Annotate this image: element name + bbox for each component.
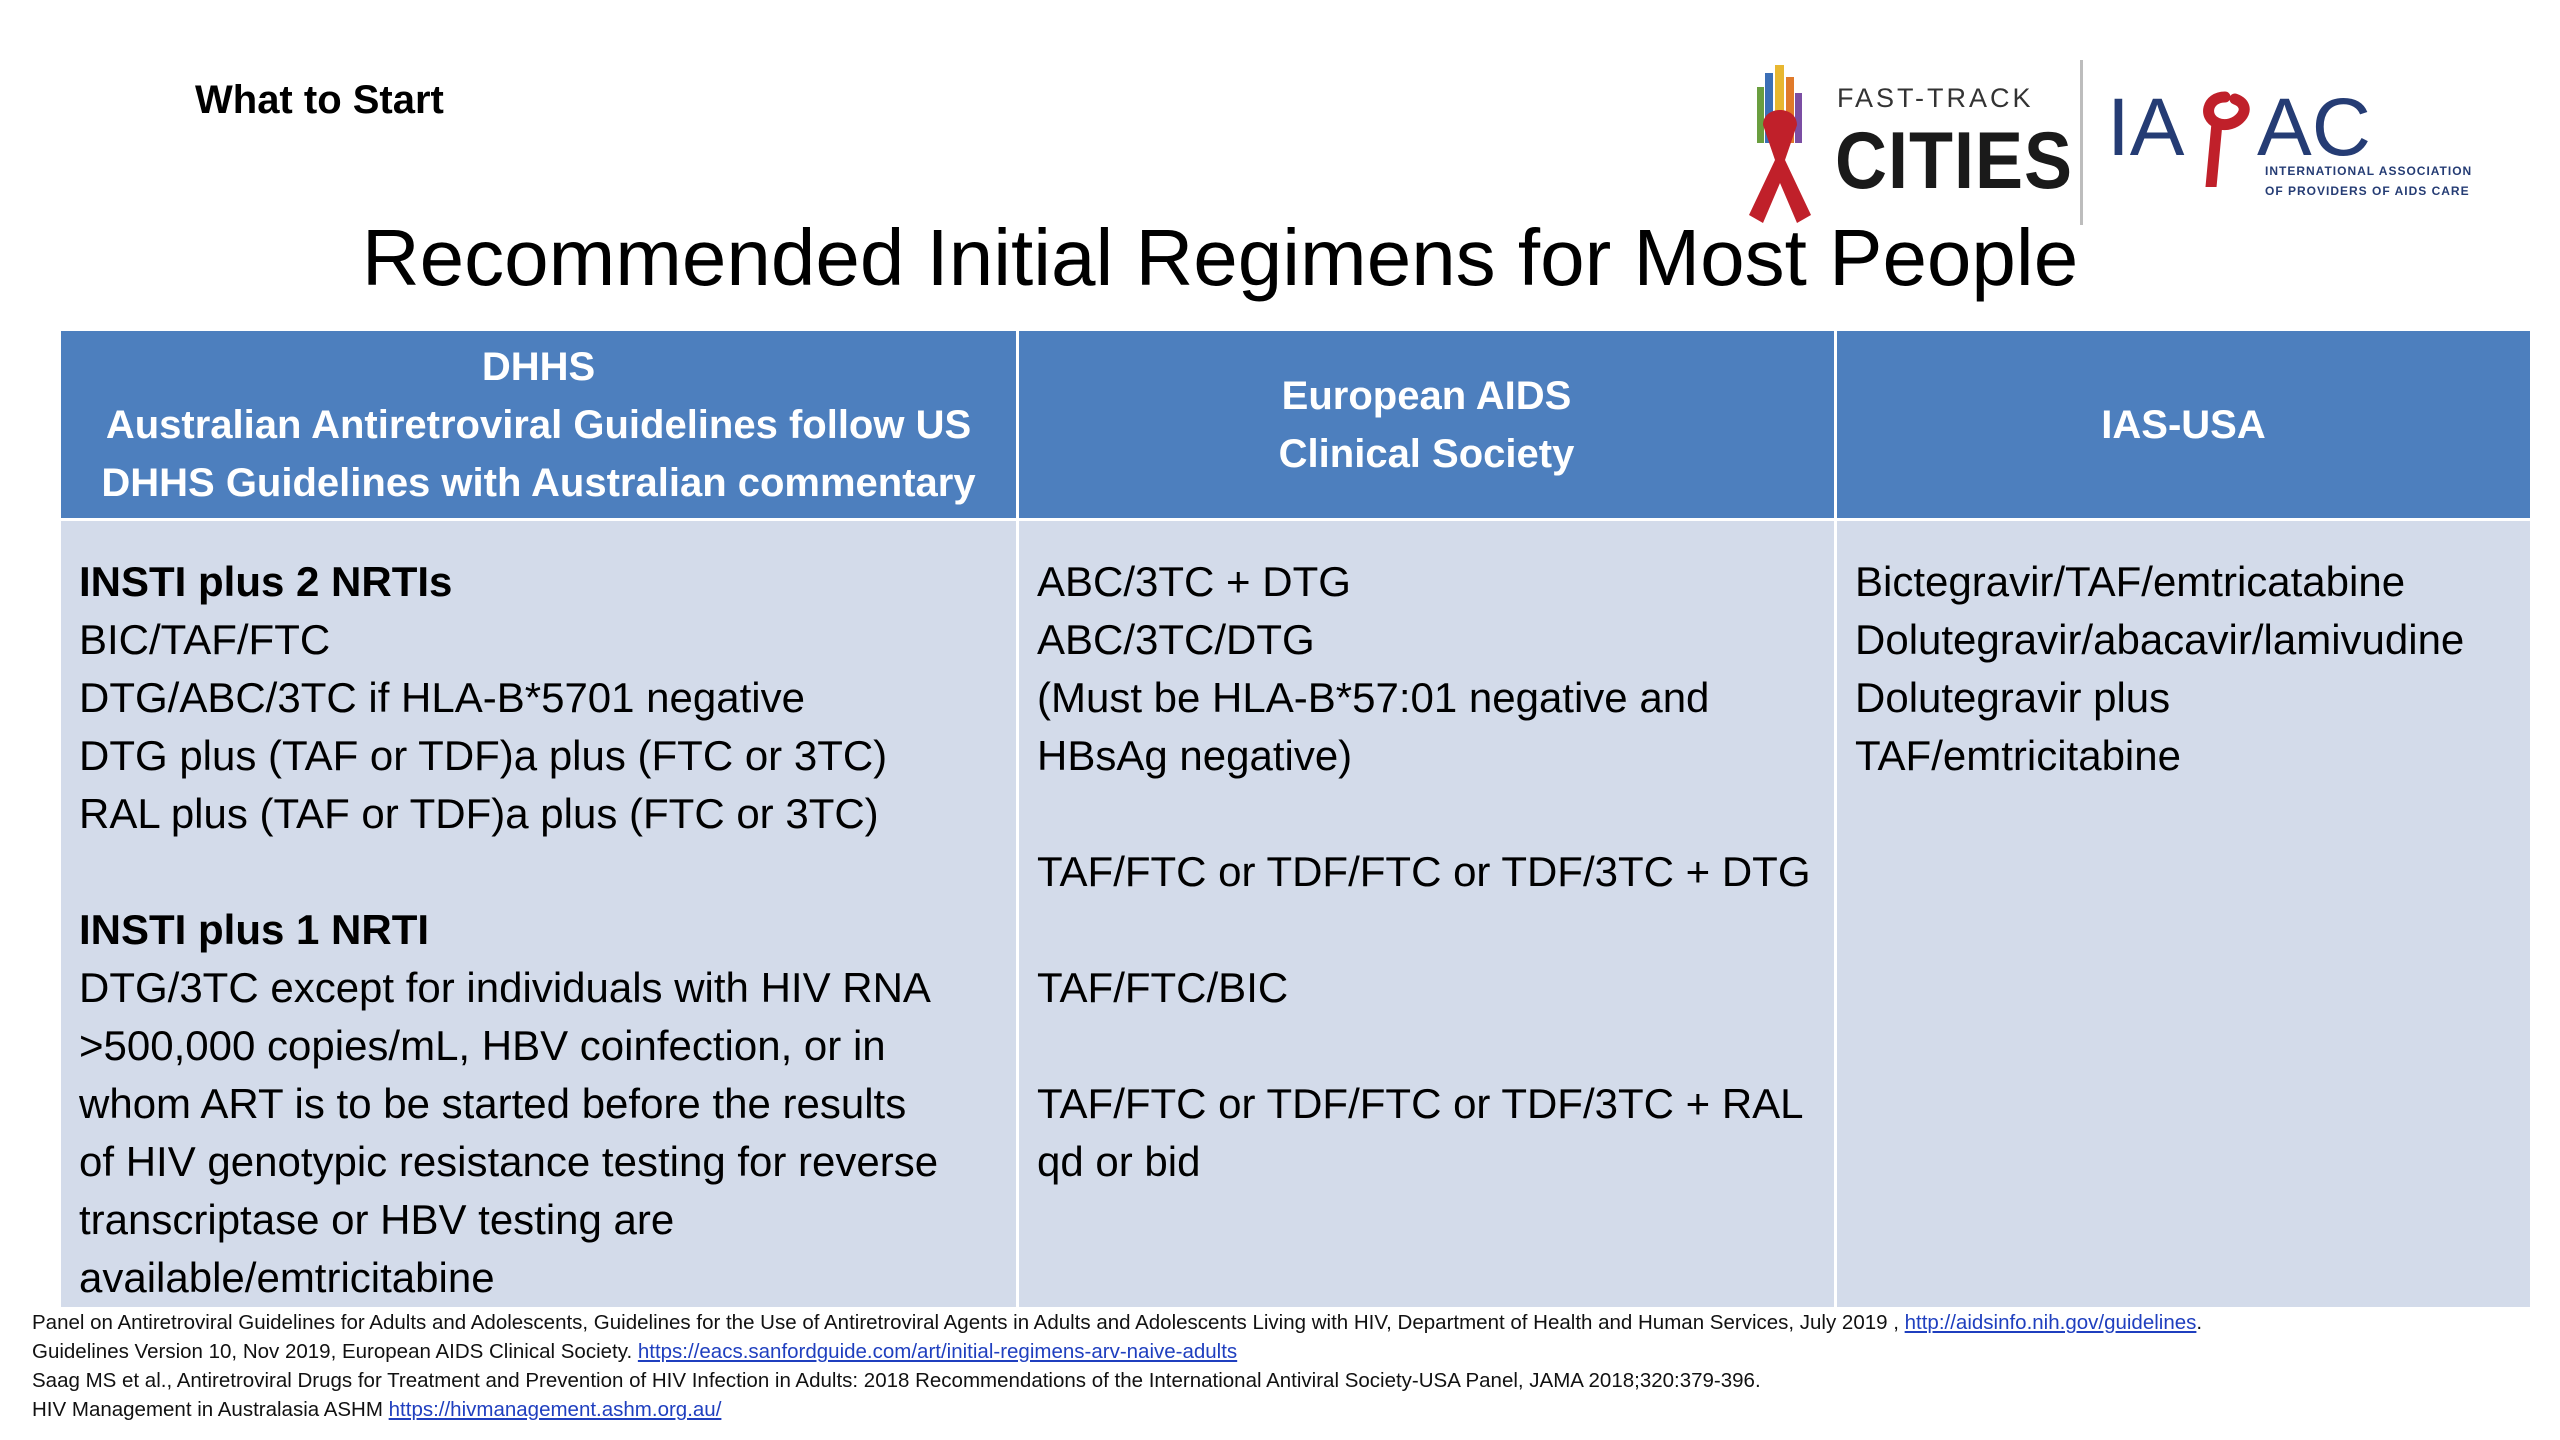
reference-dhhs-text: Panel on Antiretroviral Guidelines for A… xyxy=(32,1311,1899,1334)
table-header-row: DHHS Australian Antiretroviral Guideline… xyxy=(58,328,2533,521)
dhhs-line: INSTI plus 1 NRTI xyxy=(79,906,430,953)
reference-ashm-link[interactable]: https://hivmanagement.ashm.org.au/ xyxy=(388,1398,722,1421)
cell-eacs: ABC/3TC + DTG ABC/3TC/DTG (Must be HLA-B… xyxy=(1016,518,1837,1310)
header-ias-usa: IAS-USA xyxy=(1834,328,2533,521)
header-dhhs-line3: DHHS Guidelines with Australian commenta… xyxy=(101,460,976,505)
regimen-table: DHHS Australian Antiretroviral Guideline… xyxy=(58,328,2533,1310)
header-dhhs: DHHS Australian Antiretroviral Guideline… xyxy=(58,328,1019,521)
slide-title: Recommended Initial Regimens for Most Pe… xyxy=(361,213,2079,302)
eacs-line xyxy=(1037,1017,1816,1075)
iapac-subtitle-line2: OF PROVIDERS OF AIDS CARE xyxy=(2265,184,2470,198)
reference-dhhs-end: . xyxy=(2196,1311,2203,1334)
eacs-line: (Must be HLA-B*57:01 negative and xyxy=(1037,674,1710,721)
iapac-logo: IA AC xyxy=(2107,82,2371,187)
eacs-line: HBsAg negative) xyxy=(1037,732,1353,779)
iapac-wordmark-a-c: AC xyxy=(2257,82,2371,173)
header-eacs: European AIDS Clinical Society xyxy=(1016,328,1837,521)
iapac-subtitle: INTERNATIONAL ASSOCIATION OF PROVIDERS O… xyxy=(2265,161,2472,201)
reference-ashm-text: HIV Management in Australasia ASHM xyxy=(32,1398,383,1421)
eacs-line: TAF/FTC or TDF/FTC or TDF/3TC + RAL xyxy=(1037,1080,1804,1127)
ias-line: Dolutegravir/abacavir/lamivudine xyxy=(1855,616,2465,663)
fast-track-label: FAST-TRACK xyxy=(1837,83,2034,113)
dhhs-line: available/emtricitabine xyxy=(79,1254,495,1301)
header-dhhs-line2: Australian Antiretroviral Guidelines fol… xyxy=(105,402,972,447)
cell-ias-usa: Bictegravir/TAF/emtricatabine Dolutegrav… xyxy=(1834,518,2533,1310)
reference-dhhs: Panel on Antiretroviral Guidelines for A… xyxy=(32,1308,2512,1337)
dhhs-line: DTG/3TC except for individuals with HIV … xyxy=(79,964,931,1011)
ias-line: TAF/emtricitabine xyxy=(1855,732,2181,779)
reference-dhhs-link[interactable]: http://aidsinfo.nih.gov/guidelines xyxy=(1904,1311,2197,1334)
references: Panel on Antiretroviral Guidelines for A… xyxy=(32,1308,2512,1424)
dhhs-line: whom ART is to be started before the res… xyxy=(79,1080,907,1127)
dhhs-line: of HIV genotypic resistance testing for … xyxy=(79,1138,939,1185)
iapac-subtitle-line1: INTERNATIONAL ASSOCIATION xyxy=(2265,164,2473,178)
dhhs-line: RAL plus (TAF or TDF)a plus (FTC or 3TC) xyxy=(79,790,879,837)
eacs-line xyxy=(1037,901,1816,959)
header-eacs-line2: Clinical Society xyxy=(1278,431,1575,476)
cell-dhhs: INSTI plus 2 NRTIs BIC/TAF/FTC DTG/ABC/3… xyxy=(58,518,1019,1310)
eacs-line xyxy=(1037,785,1816,843)
eacs-line: ABC/3TC + DTG xyxy=(1037,558,1351,605)
dhhs-line xyxy=(79,843,998,901)
slide-kicker: What to Start xyxy=(195,78,444,122)
iapac-wordmark-i-a: IA xyxy=(2107,82,2185,173)
eacs-line: qd or bid xyxy=(1037,1138,1201,1185)
eacs-line: TAF/FTC or TDF/FTC or TDF/3TC + DTG xyxy=(1037,848,1811,895)
eacs-line: TAF/FTC/BIC xyxy=(1037,964,1289,1011)
logo-divider xyxy=(2080,60,2083,225)
cities-label: CITIES xyxy=(1835,116,2074,206)
partner-logos: FAST-TRACK CITIES IA AC INTERNATIONAL AS… xyxy=(1735,55,2475,225)
ias-line: Dolutegravir plus xyxy=(1855,674,2171,721)
dhhs-line: transcriptase or HBV testing are xyxy=(79,1196,675,1243)
fast-track-cities-ribbon-icon xyxy=(1749,65,1811,223)
dhhs-line: BIC/TAF/FTC xyxy=(79,616,331,663)
dhhs-line: DTG plus (TAF or TDF)a plus (FTC or 3TC) xyxy=(79,732,888,779)
header-ias-line1: IAS-USA xyxy=(2101,402,2266,447)
table-body-row: INSTI plus 2 NRTIs BIC/TAF/FTC DTG/ABC/3… xyxy=(58,518,2533,1310)
header-dhhs-line1: DHHS xyxy=(481,344,596,389)
header-eacs-line1: European AIDS xyxy=(1281,373,1572,418)
iapac-ribbon-icon xyxy=(2203,91,2250,187)
dhhs-line: INSTI plus 2 NRTIs xyxy=(79,558,453,605)
dhhs-line: DTG/ABC/3TC if HLA-B*5701 negative xyxy=(79,674,805,721)
reference-ashm: HIV Management in Australasia ASHM https… xyxy=(32,1395,2512,1424)
reference-eacs: Guidelines Version 10, Nov 2019, Europea… xyxy=(32,1337,2512,1366)
eacs-line: ABC/3TC/DTG xyxy=(1037,616,1315,663)
reference-eacs-link[interactable]: https://eacs.sanfordguide.com/art/initia… xyxy=(637,1340,1238,1363)
dhhs-line: >500,000 copies/mL, HBV coinfection, or … xyxy=(79,1022,886,1069)
ias-line: Bictegravir/TAF/emtricatabine xyxy=(1855,558,2406,605)
reference-eacs-text: Guidelines Version 10, Nov 2019, Europea… xyxy=(32,1340,633,1363)
reference-ias-usa: Saag MS et al., Antiretroviral Drugs for… xyxy=(32,1369,1761,1392)
